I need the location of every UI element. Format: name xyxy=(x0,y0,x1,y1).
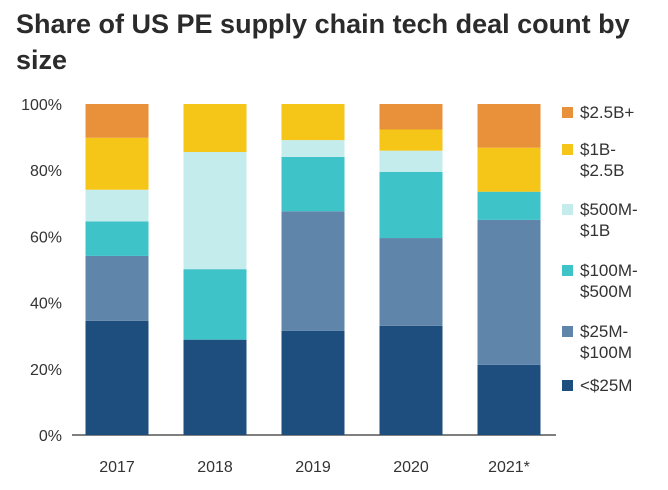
bar-segment-2018-0 xyxy=(183,339,247,435)
chart-title: Share of US PE supply chain tech deal co… xyxy=(16,9,630,75)
legend-label: $2.5B+ xyxy=(580,103,635,122)
legend-swatch xyxy=(562,107,573,118)
bar-segment-2020-4 xyxy=(379,129,443,151)
bar-segment-2019-2 xyxy=(281,156,345,212)
bar-segment-2017-0 xyxy=(85,320,149,435)
y-tick-label: 0% xyxy=(39,428,62,445)
bar-segment-2021-5 xyxy=(477,104,541,148)
bar-segment-2017-3 xyxy=(85,189,149,222)
legend-swatch xyxy=(562,380,573,391)
bar-segment-2017-1 xyxy=(85,255,149,321)
bar-segment-2019-4 xyxy=(281,104,345,141)
legend-label: $500M- $1B xyxy=(580,200,638,240)
x-tick-label: 2018 xyxy=(197,459,233,476)
bar-segment-2019-1 xyxy=(281,211,345,331)
bar-segment-2018-2 xyxy=(183,269,247,340)
bar-segment-2021-1 xyxy=(477,219,541,365)
bar-segment-2020-0 xyxy=(379,325,443,435)
legend-label: $100M- $500M xyxy=(580,261,638,301)
bar-segment-2021-2 xyxy=(477,191,541,220)
x-tick-label: 2019 xyxy=(295,459,331,476)
bar-segment-2018-4 xyxy=(183,104,247,152)
legend-swatch xyxy=(562,204,573,215)
x-tick-label: 2021* xyxy=(488,459,530,476)
y-tick-label: 60% xyxy=(30,229,62,246)
x-axis: 2017 2018 2019 2020 2021* xyxy=(99,459,530,476)
legend-swatch xyxy=(562,326,573,337)
bar-segment-2017-4 xyxy=(85,137,149,190)
y-tick-label: 80% xyxy=(30,163,62,180)
y-axis: 0% 20% 40% 60% 80% 100% xyxy=(21,97,62,445)
y-tick-label: 40% xyxy=(30,296,62,313)
bar-segment-2020-2 xyxy=(379,171,443,239)
y-tick-label: 100% xyxy=(21,97,62,114)
legend-label: <$25M xyxy=(580,376,633,395)
bar-segment-2018-3 xyxy=(183,151,247,270)
bar-segment-2021-0 xyxy=(477,364,541,435)
legend-label: $25M- $100M xyxy=(580,322,632,362)
x-tick-label: 2020 xyxy=(393,459,429,476)
legend-swatch xyxy=(562,265,573,276)
x-tick-label: 2017 xyxy=(99,459,135,476)
bar-segment-2021-4 xyxy=(477,147,541,192)
bar-segment-2019-0 xyxy=(281,330,345,435)
bars-layer xyxy=(85,104,541,435)
bar-segment-2020-5 xyxy=(379,104,443,130)
bar-segment-2020-3 xyxy=(379,150,443,172)
bar-segment-2020-1 xyxy=(379,238,443,326)
legend-swatch xyxy=(562,144,573,155)
bar-segment-2017-2 xyxy=(85,221,149,256)
legend-label: $1B- $2.5B xyxy=(580,140,625,180)
y-tick-label: 20% xyxy=(30,362,62,379)
bar-segment-2019-3 xyxy=(281,140,345,157)
bar-segment-2017-5 xyxy=(85,104,149,138)
